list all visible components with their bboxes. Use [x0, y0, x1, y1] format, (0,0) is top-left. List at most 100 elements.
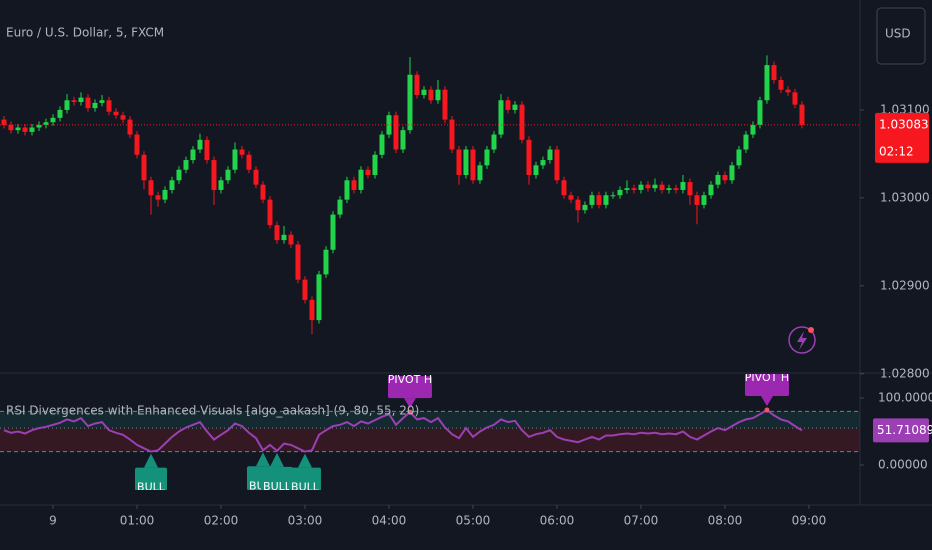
bull-label: BULL: [263, 480, 292, 493]
candle-body: [792, 92, 798, 105]
rsi-value-box: [873, 418, 929, 443]
y-tick-label: 1.03000: [880, 190, 930, 204]
candle-body: [449, 119, 455, 150]
candle-body: [519, 104, 525, 140]
currency[interactable]: USD: [885, 27, 911, 41]
candle-body: [386, 115, 392, 135]
candle-body: [561, 180, 567, 196]
pivot-label: PIVOT H: [745, 371, 789, 384]
candle-body: [148, 180, 154, 196]
candle-body: [428, 89, 434, 101]
candle-body: [666, 188, 672, 190]
candle-body: [785, 89, 791, 93]
candle-body: [540, 160, 546, 166]
candle-body: [232, 149, 238, 170]
last-price-label: 1.03083: [879, 117, 929, 131]
bull-pointer: [269, 452, 284, 467]
candle-body: [750, 124, 756, 135]
lightning-icon[interactable]: [788, 326, 816, 354]
candle-body: [533, 165, 539, 176]
x-tick-label: 04:00: [372, 514, 407, 528]
candle-body: [8, 124, 14, 131]
candle-body: [281, 234, 287, 241]
price-pane: [0, 55, 860, 335]
bull-pointer: [143, 453, 158, 468]
bull-box: [260, 466, 293, 490]
candle-body: [463, 149, 469, 176]
currency-button[interactable]: [876, 7, 926, 65]
rsi-line: [3, 408, 803, 453]
candle-body: [456, 149, 462, 176]
candle-body: [624, 188, 630, 190]
candle-body: [267, 199, 273, 226]
candle-body: [225, 169, 231, 181]
pivot-box: [744, 374, 789, 397]
x-tick-label: 05:00: [456, 514, 491, 528]
candle-body: [218, 180, 224, 190]
icon-bolt: [797, 331, 807, 350]
candle-body: [155, 195, 161, 200]
bull-pointer: [255, 452, 270, 467]
candle-body: [582, 204, 588, 211]
candle-body: [799, 104, 805, 125]
candle-body: [596, 195, 602, 205]
candle-body: [22, 127, 28, 132]
y2-tick-label: 100.00000: [878, 390, 932, 404]
icon-ring: [788, 326, 816, 354]
bull-label: BULL: [137, 481, 166, 494]
candle-body: [470, 149, 476, 181]
candle-body: [603, 195, 609, 205]
candle-body: [190, 149, 196, 161]
candle-body: [645, 184, 651, 189]
candle-body: [246, 154, 252, 170]
candle-body: [393, 115, 399, 150]
rsi-value-label: 51.71089: [877, 423, 932, 437]
candle-body: [120, 115, 126, 120]
candle-body: [694, 195, 700, 205]
candle-body: [575, 199, 581, 211]
candle-body: [1, 119, 7, 125]
candle-body: [260, 184, 266, 200]
candle-body: [568, 195, 574, 200]
candle-body: [631, 188, 637, 190]
candle-body: [162, 189, 168, 200]
candle-body: [239, 149, 245, 155]
last-price-box: [875, 112, 929, 163]
candle-body: [57, 109, 63, 118]
candle-body: [344, 180, 350, 200]
candle-body: [50, 117, 56, 123]
candle-body: [743, 134, 749, 150]
pivot-pointer: [760, 396, 773, 407]
candle-body: [15, 127, 21, 131]
candle-body: [211, 160, 217, 190]
candle-body: [71, 100, 77, 103]
candle-body: [176, 169, 182, 181]
candle-body: [414, 74, 420, 95]
bull-label: BULL: [291, 481, 320, 494]
candle-body: [337, 199, 343, 215]
x-tick-label: 09:00: [792, 514, 827, 528]
candle-body: [673, 188, 679, 190]
candle-body: [554, 149, 560, 181]
candle-body: [715, 175, 721, 185]
candle-body: [736, 149, 742, 166]
candle-body: [442, 89, 448, 120]
candle-body: [477, 165, 483, 181]
candle-body: [85, 97, 91, 109]
candle-body: [36, 124, 42, 128]
candle-body: [617, 189, 623, 196]
candle-body: [316, 274, 322, 321]
candle-body: [253, 169, 259, 185]
x-tick-label: 06:00: [540, 514, 575, 528]
candle-body: [687, 182, 693, 196]
candle-body: [99, 100, 105, 103]
candle-body: [183, 160, 189, 170]
x-tick-label: 07:00: [624, 514, 659, 528]
candle-body: [351, 180, 357, 190]
candle-body: [295, 244, 301, 280]
candle-body: [407, 74, 413, 131]
x-tick-label: 03:00: [288, 514, 323, 528]
icon-dot: [808, 327, 814, 333]
